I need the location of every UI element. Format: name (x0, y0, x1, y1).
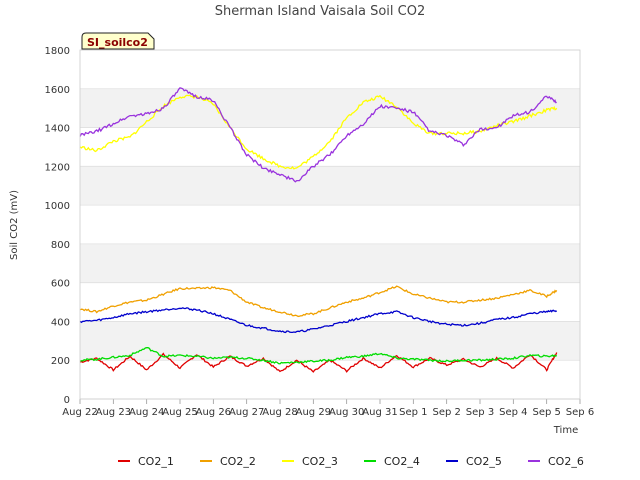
x-tick-label: Aug 31 (362, 407, 397, 418)
x-tick-label: Aug 30 (329, 407, 364, 418)
x-tick-label: Aug 28 (262, 407, 297, 418)
grid-band (80, 360, 580, 399)
x-tick-label: Sep 5 (532, 407, 560, 418)
grid-band (80, 205, 580, 244)
x-tick-label: Sep 3 (466, 407, 494, 418)
x-tick-label: Sep 4 (499, 407, 527, 418)
series-line-co2-2 (79, 285, 558, 318)
y-axis-label: Soil CO2 (mV) (9, 190, 20, 260)
grid-band (80, 282, 580, 322)
y-tick-label: 1000 (45, 201, 70, 212)
legend-label: CO2_4 (384, 455, 420, 468)
x-tick-label: Aug 23 (96, 407, 131, 418)
x-tick-label: Aug 29 (296, 407, 331, 418)
y-axis-ticks: 0 200 400 600 800 1000 1200 1400 1600 1800 (45, 46, 70, 406)
chart-title: Sherman Island Vaisala Soil CO2 (215, 4, 425, 19)
grid-band (80, 321, 580, 361)
legend-label: CO2_2 (220, 455, 256, 468)
grid-band (80, 50, 580, 89)
series-line-co2-6 (79, 87, 557, 183)
series-line-co2-4 (79, 347, 558, 365)
y-tick-label: 0 (64, 395, 70, 406)
y-tick-label: 1200 (45, 162, 70, 173)
grid-band (80, 127, 580, 167)
x-tick-label: Sep 6 (566, 407, 594, 418)
x-tick-label: Aug 24 (129, 407, 164, 418)
legend-label: CO2_3 (302, 455, 338, 468)
y-tick-label: 1600 (45, 85, 70, 96)
y-tick-label: 600 (51, 279, 70, 290)
plot-frame (79, 49, 581, 400)
site-badge-label: SI_soilco2 (87, 36, 148, 49)
grid-band (80, 166, 580, 206)
legend-label: CO2_6 (548, 455, 584, 468)
x-tick-label: Sep 1 (399, 407, 427, 418)
x-tick-label: Sep 2 (432, 407, 460, 418)
x-tick-label: Aug 27 (229, 407, 264, 418)
y-tick-label: 200 (51, 356, 70, 367)
grid-bands (80, 50, 580, 400)
x-tick-label: Aug 26 (196, 407, 231, 418)
legend: CO2_1 CO2_2 CO2_3 CO2_4 CO2_5 CO2_6 (118, 455, 584, 468)
series-lines (79, 87, 558, 373)
series-line-co2-5 (79, 307, 558, 334)
series-line-co2-1 (79, 352, 558, 373)
y-tick-label: 800 (51, 240, 70, 251)
grid-band (80, 243, 580, 283)
site-badge: SI_soilco2 (81, 32, 155, 50)
y-tick-label: 400 (51, 317, 70, 328)
x-tick-label: Aug 25 (162, 407, 197, 418)
legend-label: CO2_5 (466, 455, 502, 468)
x-tick-label: Aug 22 (62, 407, 97, 418)
x-axis-label: Time (553, 425, 578, 436)
legend-label: CO2_1 (138, 455, 174, 468)
y-tick-label: 1400 (45, 124, 70, 135)
y-tick-label: 1800 (45, 46, 70, 57)
